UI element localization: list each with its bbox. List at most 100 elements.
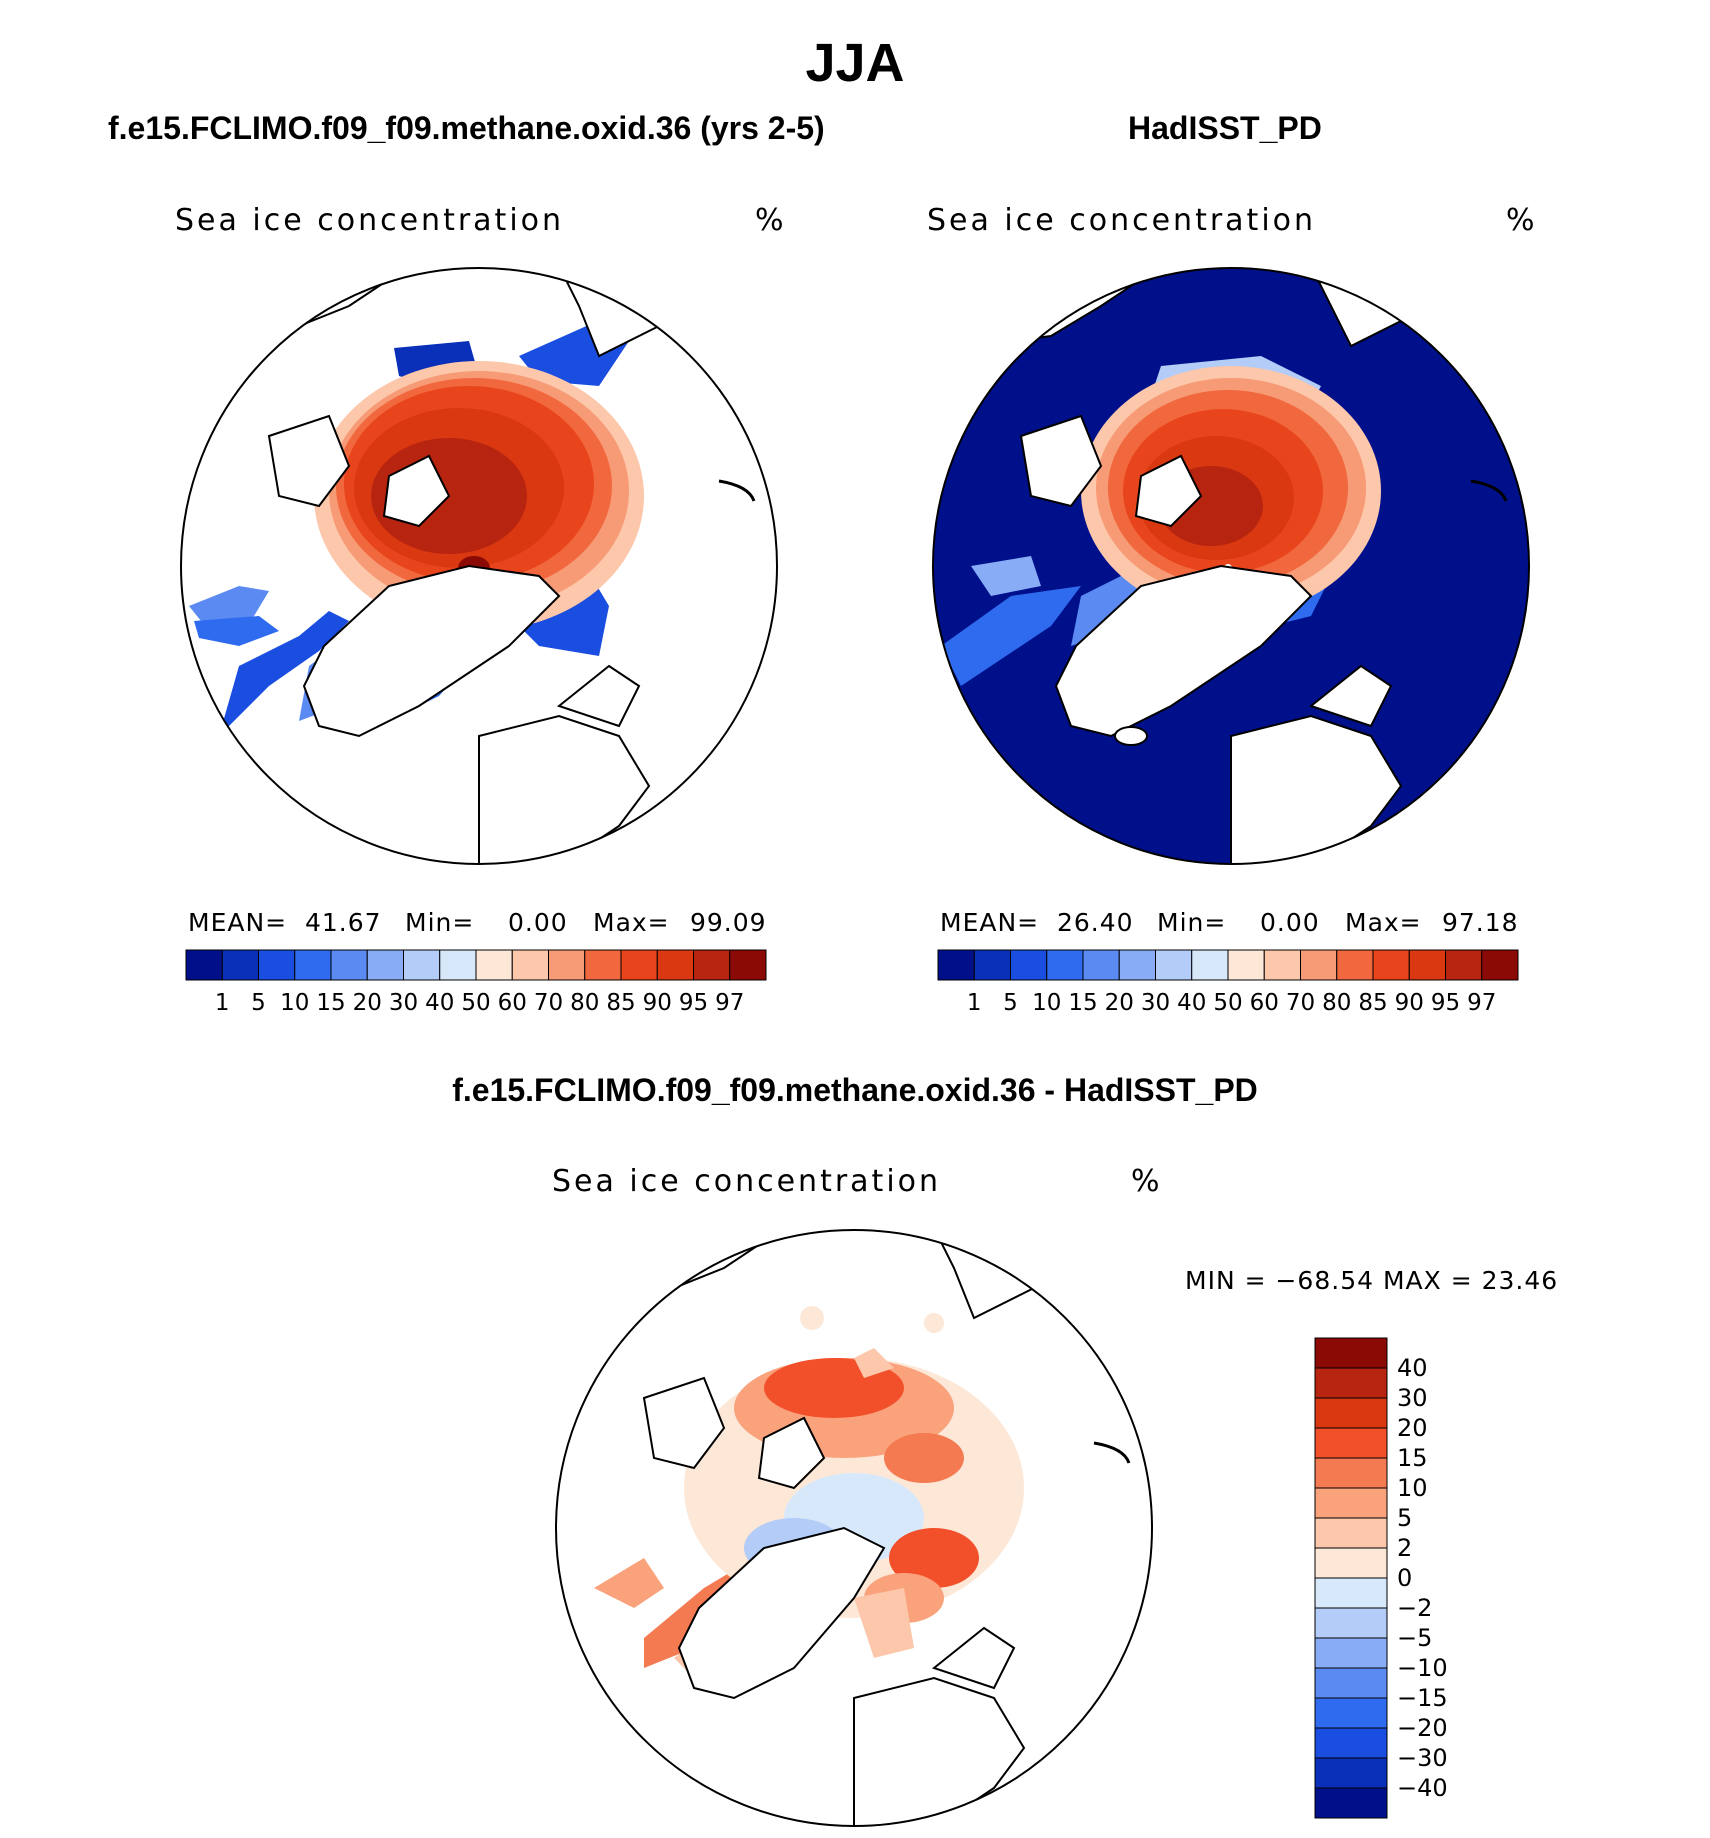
colorbar-swatch — [1314, 1667, 1388, 1699]
colorbar-swatch — [1314, 1397, 1388, 1429]
colorbar-tick-label: 40 — [1177, 990, 1207, 1016]
colorbar-swatch — [185, 949, 223, 981]
colorbar-tick-label: 80 — [1322, 990, 1352, 1016]
colorbar-tick-label: 70 — [533, 990, 564, 1016]
colorbar-swatch — [511, 949, 549, 981]
colorbar-swatch — [620, 949, 658, 981]
colorbar-tick-label: 30 — [1397, 1384, 1428, 1412]
colorbar-swatch — [656, 949, 694, 981]
colorbar-swatch — [366, 949, 404, 981]
colorbar-tick-label: 60 — [1249, 990, 1279, 1016]
panel3-field-label: Sea ice concentration — [552, 1164, 942, 1199]
panel1-field-label: Sea ice concentration — [175, 203, 565, 238]
panel1-colorbar — [185, 949, 767, 981]
colorbar-swatch — [1481, 949, 1519, 981]
colorbar-tick-label: 85 — [606, 990, 636, 1016]
colorbar-swatch — [937, 949, 975, 981]
panel1-stats-min-label: Min= — [405, 908, 475, 937]
colorbar-tick-label: 20 — [352, 990, 382, 1016]
panel2-field-label: Sea ice concentration — [927, 203, 1317, 238]
colorbar-tick-label: 95 — [678, 990, 709, 1016]
colorbar-swatch — [1445, 949, 1483, 981]
colorbar-tick-label: 5 — [1003, 990, 1018, 1016]
colorbar-tick-label: 2 — [1397, 1534, 1413, 1562]
figure-title: JJA — [805, 33, 905, 93]
panel1-stats-max-label: Max= — [593, 908, 670, 937]
colorbar-swatch — [1118, 949, 1156, 981]
colorbar-tick-label: 30 — [388, 990, 419, 1016]
colorbar-swatch — [1300, 949, 1338, 981]
colorbar-tick-label: 15 — [1397, 1444, 1428, 1472]
colorbar-tick-label: 97 — [1467, 990, 1497, 1016]
panel2-stats-max-label: Max= — [1345, 908, 1422, 937]
colorbar-tick-label: −15 — [1397, 1684, 1448, 1712]
colorbar-swatch — [1336, 949, 1374, 981]
colorbar-swatch — [221, 949, 259, 981]
colorbar-tick-label: 40 — [425, 990, 455, 1016]
colorbar-swatch — [1314, 1367, 1388, 1399]
colorbar-swatch — [258, 949, 296, 981]
colorbar-swatch — [1314, 1697, 1388, 1729]
panel2-units: % — [1506, 203, 1538, 238]
colorbar-tick-label: −40 — [1397, 1774, 1448, 1802]
colorbar-swatch — [584, 949, 622, 981]
colorbar-tick-label: 50 — [1213, 990, 1243, 1016]
colorbar-tick-label: 20 — [1104, 990, 1134, 1016]
colorbar-tick-label: 85 — [1358, 990, 1388, 1016]
colorbar-swatch — [330, 949, 368, 981]
colorbar-swatch — [1314, 1517, 1388, 1549]
colorbar-swatch — [1314, 1637, 1388, 1669]
colorbar-swatch — [1314, 1727, 1388, 1759]
colorbar-tick-label: 20 — [1397, 1414, 1428, 1442]
colorbar-swatch — [1191, 949, 1229, 981]
panel2-stats-min-label: Min= — [1157, 908, 1227, 937]
panel1-stats-mean-label: MEAN= — [188, 908, 288, 937]
colorbar-swatch — [1010, 949, 1048, 981]
colorbar-tick-label: −20 — [1397, 1714, 1448, 1742]
colorbar-tick-label: 97 — [715, 990, 745, 1016]
colorbar-tick-label: 5 — [251, 990, 266, 1016]
colorbar-tick-label: 30 — [1140, 990, 1171, 1016]
colorbar-swatch — [475, 949, 513, 981]
colorbar-swatch — [1155, 949, 1193, 981]
colorbar-tick-label: 1 — [966, 990, 982, 1016]
colorbar-swatch — [1314, 1487, 1388, 1519]
colorbar-tick-label: 90 — [1394, 990, 1424, 1016]
panel3-stats: MIN = −68.54 MAX = 23.46 — [1185, 1266, 1559, 1295]
panel3-map — [555, 1229, 1153, 1827]
colorbar-tick-label: 70 — [1285, 990, 1316, 1016]
panel1-units: % — [755, 203, 787, 238]
colorbar-swatch — [1372, 949, 1410, 981]
colorbar-tick-label: −2 — [1397, 1594, 1433, 1622]
panel2-map — [932, 267, 1530, 865]
colorbar-tick-label: 40 — [1397, 1354, 1428, 1382]
panel2-title: HadISST_PD — [1128, 110, 1322, 146]
colorbar-tick-label: 95 — [1430, 990, 1461, 1016]
colorbar-tick-label: 15 — [1068, 990, 1098, 1016]
colorbar-tick-label: 1 — [214, 990, 230, 1016]
colorbar-tick-label: 5 — [1397, 1504, 1413, 1532]
colorbar-tick-label: −30 — [1397, 1744, 1448, 1772]
colorbar-swatch — [1314, 1757, 1388, 1789]
colorbar-swatch — [294, 949, 332, 981]
panel2-stats-mean: 26.40 — [1057, 908, 1134, 937]
colorbar-tick-label: −5 — [1397, 1624, 1433, 1652]
colorbar-tick-label: 90 — [642, 990, 672, 1016]
colorbar-swatch — [548, 949, 586, 981]
panel2-stats-mean-label: MEAN= — [940, 908, 1040, 937]
panel2-colorbar — [937, 949, 1519, 981]
colorbar-tick-label: 15 — [316, 990, 346, 1016]
panel1-stats-max: 99.09 — [690, 908, 767, 937]
colorbar-tick-label: 0 — [1397, 1564, 1413, 1592]
colorbar-swatch — [1082, 949, 1120, 981]
colorbar-swatch — [439, 949, 477, 981]
colorbar-swatch — [693, 949, 731, 981]
colorbar-swatch — [1314, 1607, 1388, 1639]
colorbar-tick-label: 10 — [1032, 990, 1062, 1016]
colorbar-swatch — [973, 949, 1011, 981]
diff-colorbar — [1314, 1337, 1388, 1819]
colorbar-swatch — [1263, 949, 1301, 981]
colorbar-tick-label: 10 — [1397, 1474, 1428, 1502]
colorbar-swatch — [1314, 1787, 1388, 1819]
colorbar-swatch — [729, 949, 767, 981]
